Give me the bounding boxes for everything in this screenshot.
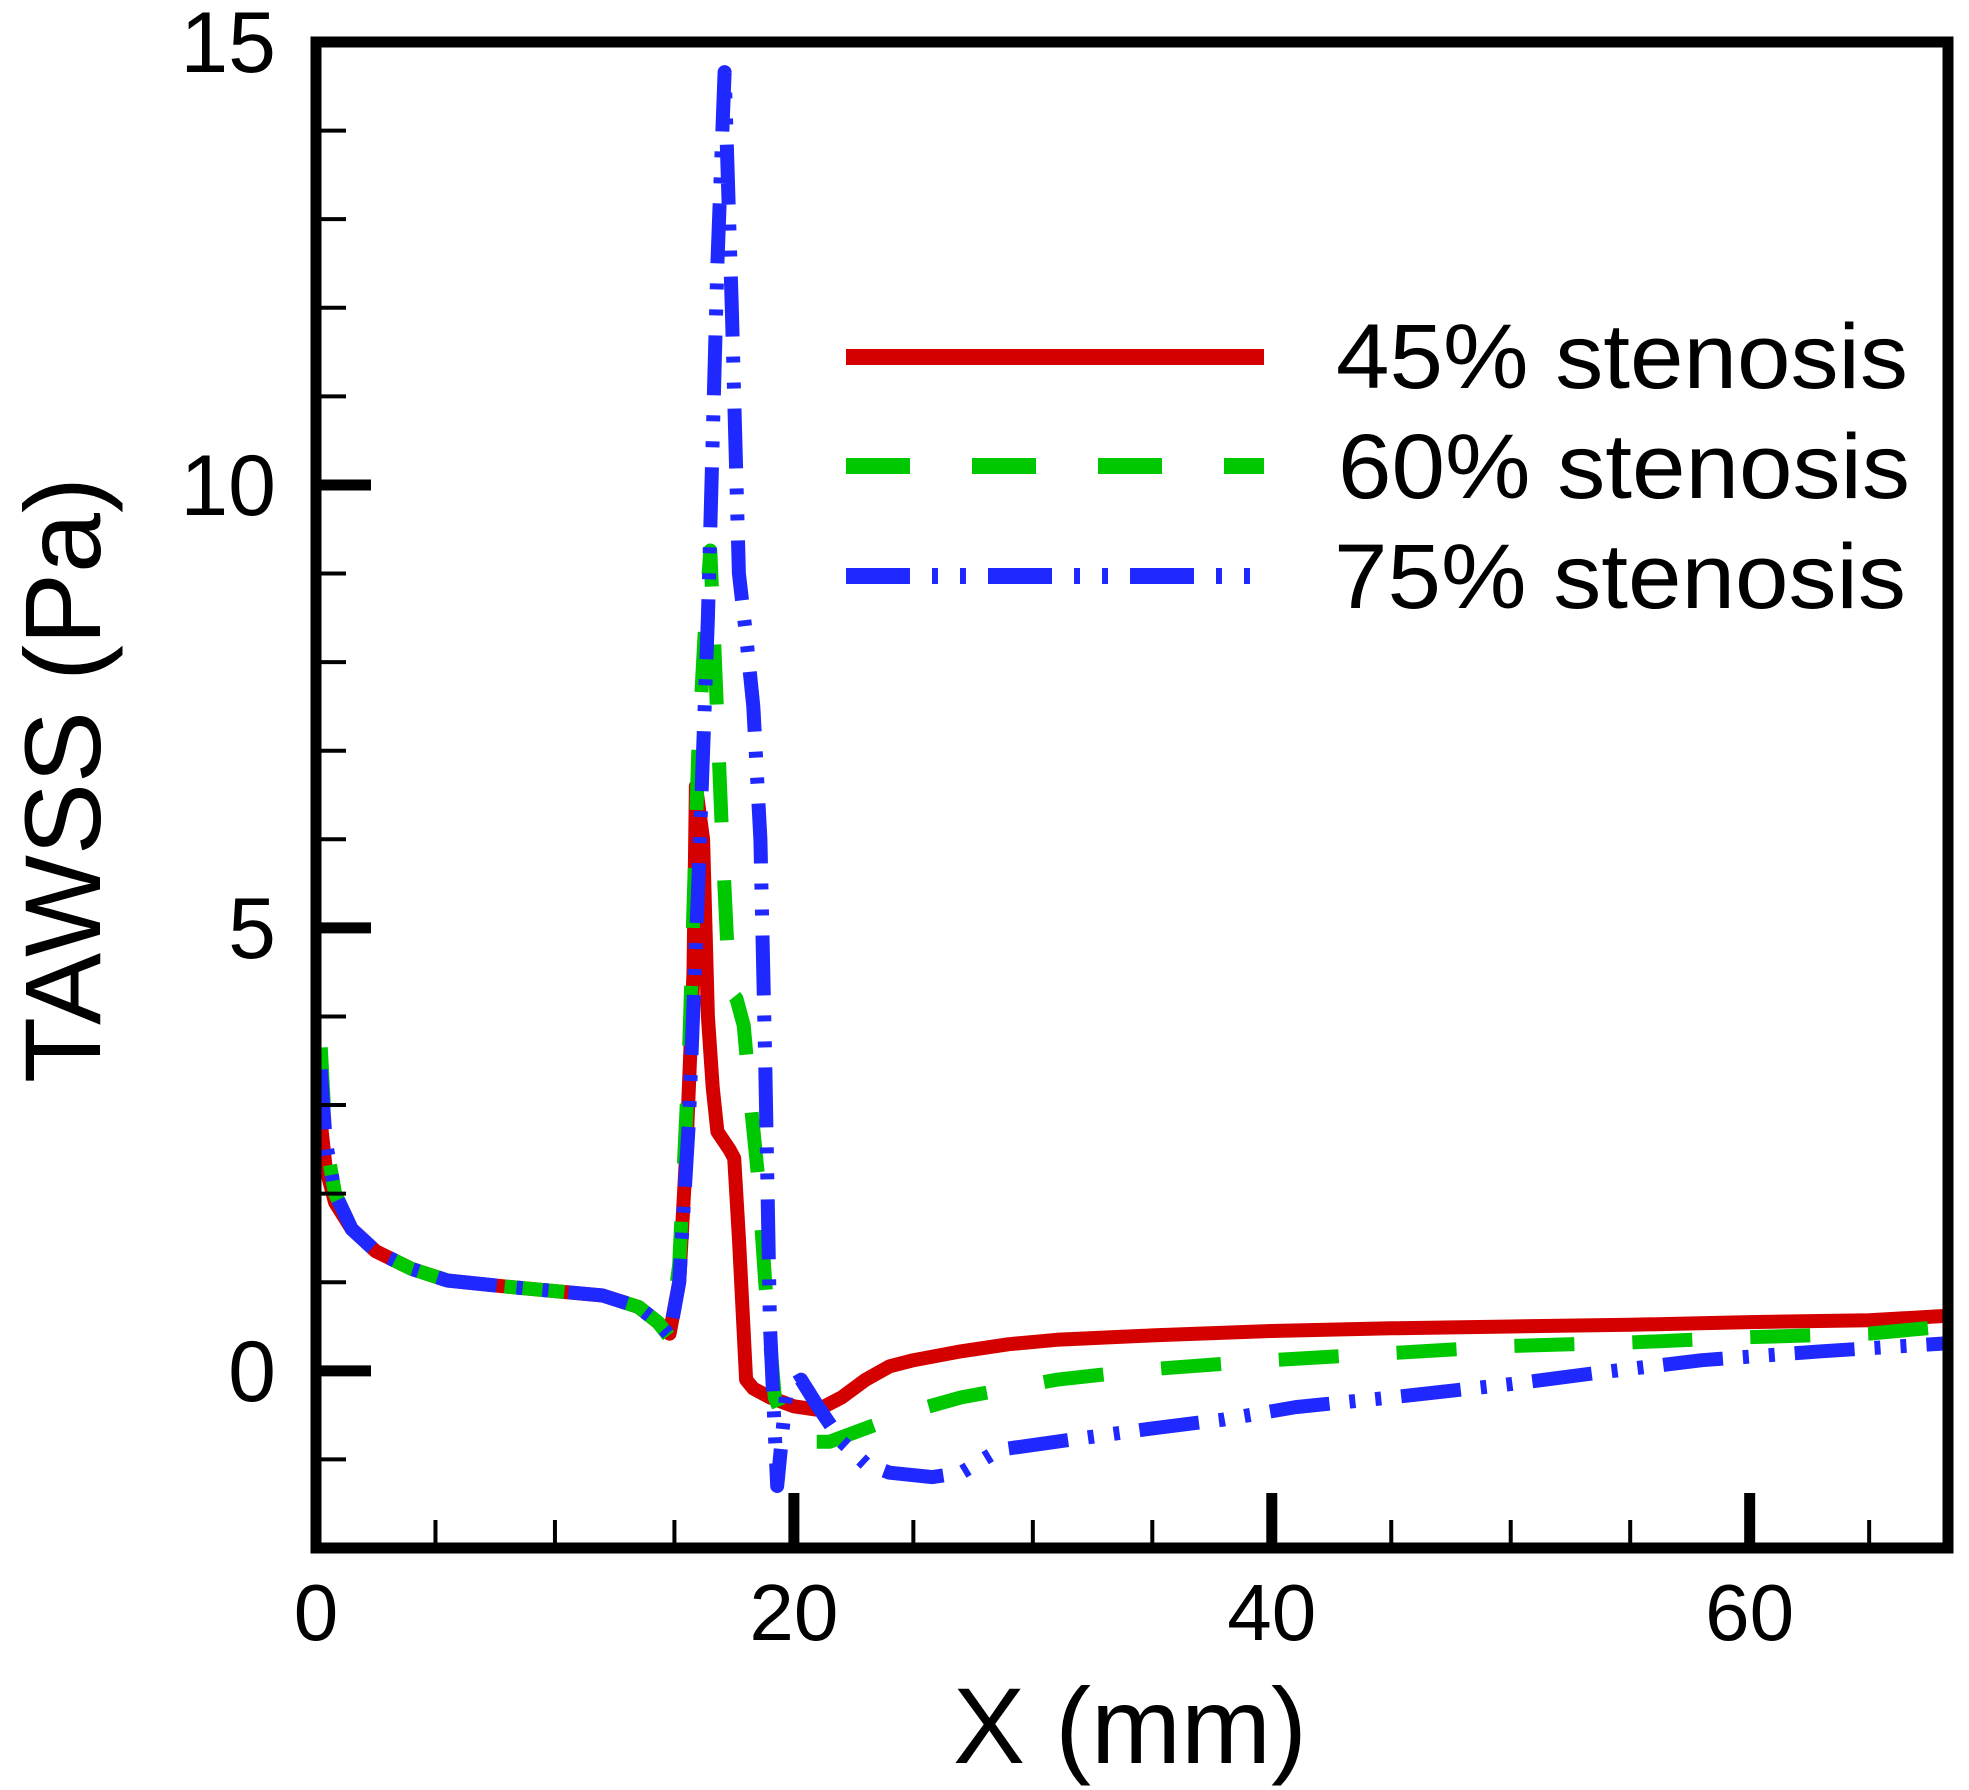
series-line-1 [313,779,1947,1417]
y-tick-label: 15 [180,0,276,91]
y-tick-label: 0 [228,1324,276,1420]
x-tick-label: 0 [294,1568,339,1657]
legend-label-60: 60% stenosis [1338,416,1910,518]
legend-label-45: 45% stenosis [1336,306,1908,408]
series-line-2 [313,543,1947,1449]
series-layer [313,65,1947,1493]
x-tick-label: 20 [749,1568,838,1657]
legend: 45% stenosis 60% stenosis 75% stenosis [846,306,1910,628]
axes-layer [310,36,1954,1554]
tick-label-layer: 0 20 40 60 0 5 10 15 [180,0,1794,1657]
x-tick-label: 40 [1227,1568,1316,1657]
y-tick-label: 10 [180,438,276,534]
x-axis-title: X (mm) [953,1665,1307,1786]
y-tick-label: 5 [228,881,276,977]
x-tick-label: 60 [1705,1568,1794,1657]
plot-frame [310,36,1954,1554]
series-line-3 [313,65,1947,1493]
y-axis-title: TAWSS (Pa) [2,477,123,1083]
legend-label-75: 75% stenosis [1334,526,1906,628]
